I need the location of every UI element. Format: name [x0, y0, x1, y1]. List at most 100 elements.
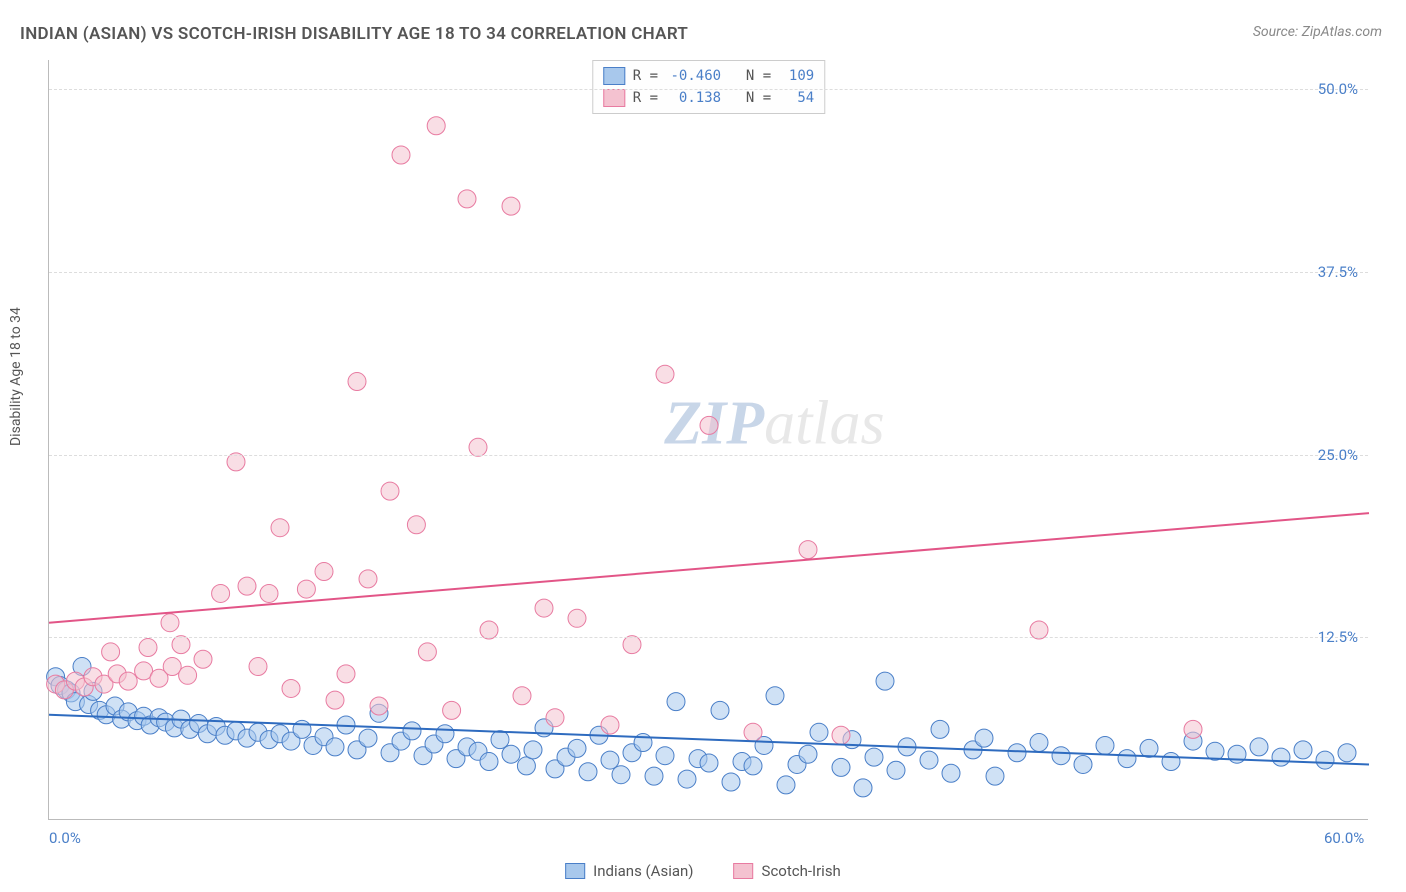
scatter-point	[656, 365, 674, 383]
scatter-point	[227, 453, 245, 471]
series-legend: Indians (Asian) Scotch-Irish	[565, 862, 841, 880]
scatter-point	[711, 701, 729, 719]
scatter-point	[282, 679, 300, 697]
grid-line	[49, 272, 1368, 273]
scatter-point	[1074, 755, 1092, 773]
scatter-point	[502, 745, 520, 763]
scatter-point	[326, 691, 344, 709]
scatter-point	[359, 729, 377, 747]
scatter-point	[427, 117, 445, 135]
scatter-point	[418, 643, 436, 661]
scatter-point	[443, 701, 461, 719]
scatter-point	[678, 770, 696, 788]
legend-n-label: N =	[729, 68, 771, 84]
scatter-point	[887, 761, 905, 779]
scatter-point	[766, 687, 784, 705]
legend-r-value: -0.460	[666, 68, 721, 84]
legend-n-value: 54	[779, 90, 814, 106]
y-tick-label: 37.5%	[1318, 263, 1358, 281]
plot-area: ZIPatlas R = -0.460 N = 109R = 0.138 N =…	[48, 60, 1368, 820]
y-axis-label: Disability Age 18 to 34	[8, 307, 24, 446]
scatter-point	[172, 636, 190, 654]
scatter-point	[876, 672, 894, 690]
scatter-point	[119, 672, 137, 690]
scatter-point	[579, 763, 597, 781]
scatter-point	[458, 190, 476, 208]
scatter-point	[513, 687, 531, 705]
series-legend-label: Indians (Asian)	[593, 862, 693, 880]
scatter-point	[260, 584, 278, 602]
legend-swatch	[603, 67, 625, 85]
scatter-point	[139, 639, 157, 657]
scatter-point	[810, 723, 828, 741]
scatter-point	[1338, 744, 1356, 762]
chart-title: INDIAN (ASIAN) VS SCOTCH-IRISH DISABILIT…	[20, 24, 688, 44]
scatter-point	[920, 751, 938, 769]
source-attribution: Source: ZipAtlas.com	[1253, 24, 1382, 40]
scatter-point	[722, 773, 740, 791]
scatter-point	[403, 722, 421, 740]
scatter-point	[1272, 748, 1290, 766]
legend-swatch	[603, 89, 625, 107]
legend-row: R = 0.138 N = 54	[603, 87, 814, 109]
scatter-point	[359, 570, 377, 588]
scatter-point	[249, 658, 267, 676]
scatter-point	[975, 729, 993, 747]
scatter-point	[568, 609, 586, 627]
scatter-point	[777, 776, 795, 794]
scatter-point	[326, 738, 344, 756]
series-legend-label: Scotch-Irish	[762, 862, 841, 880]
scatter-point	[502, 197, 520, 215]
scatter-point	[799, 745, 817, 763]
scatter-point	[1030, 734, 1048, 752]
scatter-point	[315, 563, 333, 581]
scatter-point	[392, 146, 410, 164]
scatter-point	[568, 739, 586, 757]
scatter-point	[1184, 720, 1202, 738]
series-legend-item: Scotch-Irish	[734, 862, 841, 880]
scatter-point	[799, 541, 817, 559]
grid-line	[49, 455, 1368, 456]
scatter-point	[623, 636, 641, 654]
correlation-legend: R = -0.460 N = 109R = 0.138 N = 54	[592, 60, 825, 114]
scatter-point	[1008, 744, 1026, 762]
scatter-point	[601, 716, 619, 734]
x-tick-label: 60.0%	[1324, 829, 1364, 847]
scatter-point	[612, 766, 630, 784]
scatter-point	[238, 577, 256, 595]
legend-swatch	[734, 863, 754, 879]
trend-line	[49, 513, 1369, 623]
scatter-point	[1162, 753, 1180, 771]
legend-r-label: R =	[633, 90, 658, 106]
scatter-point	[469, 438, 487, 456]
scatter-point	[517, 757, 535, 775]
series-legend-item: Indians (Asian)	[565, 862, 693, 880]
legend-swatch	[565, 863, 585, 879]
scatter-point	[744, 723, 762, 741]
scatter-point	[179, 666, 197, 684]
scatter-point	[436, 725, 454, 743]
scatter-point	[161, 614, 179, 632]
scatter-point	[865, 748, 883, 766]
scatter-point	[212, 584, 230, 602]
grid-line	[49, 637, 1368, 638]
scatter-point	[348, 373, 366, 391]
scatter-point	[832, 726, 850, 744]
scatter-point	[480, 621, 498, 639]
scatter-point	[102, 643, 120, 661]
scatter-point	[744, 757, 762, 775]
legend-n-label: N =	[729, 90, 771, 106]
scatter-point	[1250, 738, 1268, 756]
y-tick-label: 12.5%	[1318, 628, 1358, 646]
legend-r-label: R =	[633, 68, 658, 84]
scatter-point	[931, 720, 949, 738]
scatter-point	[1118, 750, 1136, 768]
scatter-point	[1096, 736, 1114, 754]
scatter-point	[337, 665, 355, 683]
scatter-point	[832, 758, 850, 776]
scatter-point	[854, 779, 872, 797]
scatter-point	[194, 650, 212, 668]
scatter-point	[480, 753, 498, 771]
scatter-point	[370, 697, 388, 715]
y-tick-label: 25.0%	[1318, 446, 1358, 464]
